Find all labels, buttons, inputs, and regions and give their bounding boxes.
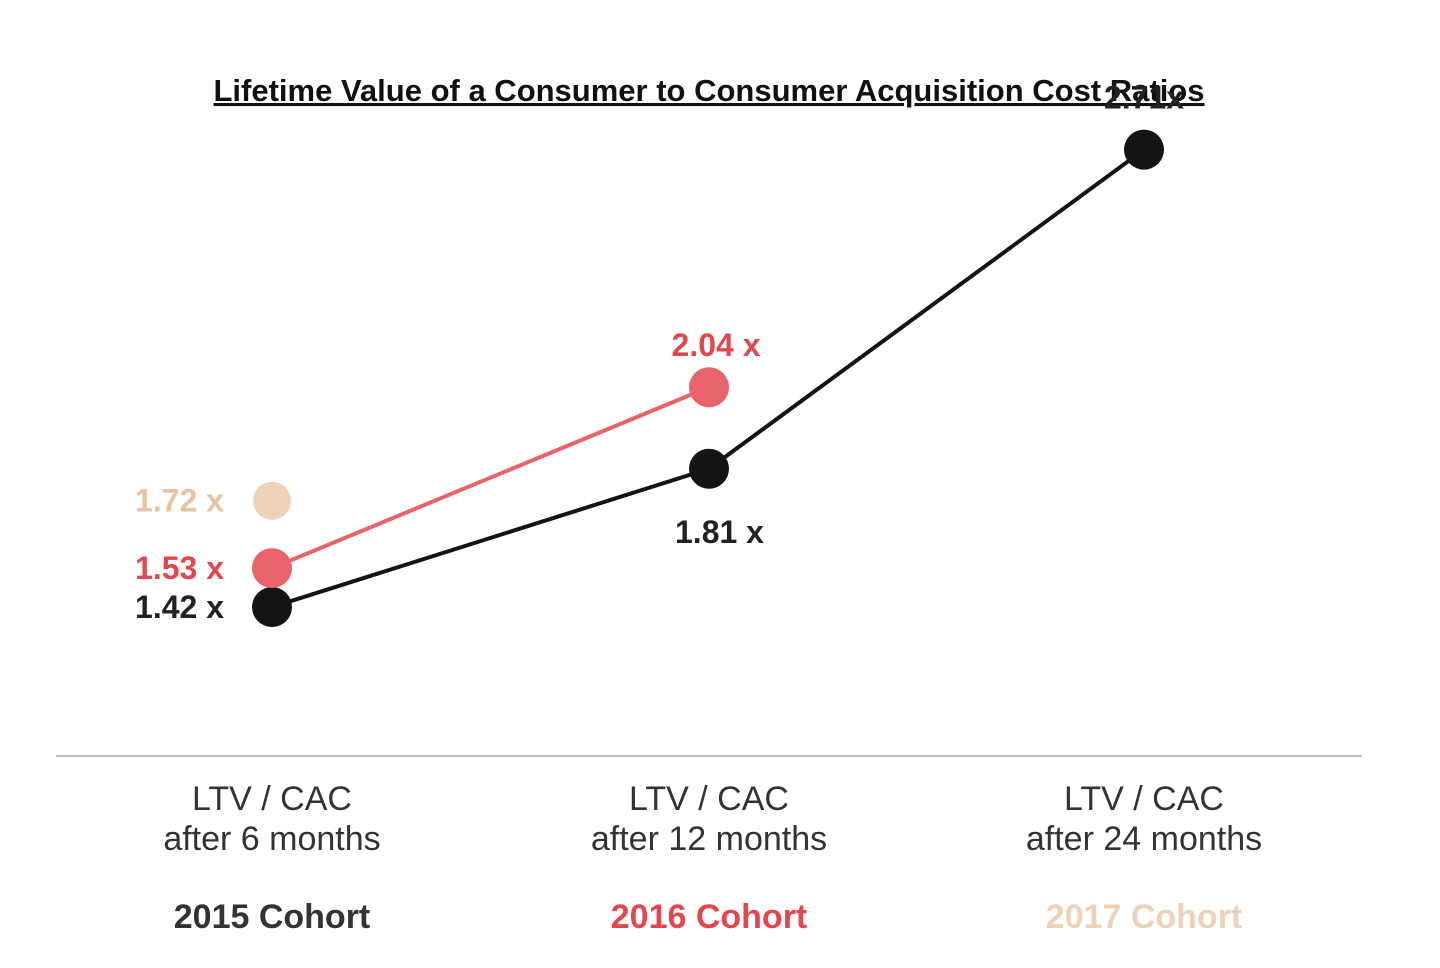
category-label-12-months-line2: after 12 months [591,820,827,858]
2017-cohort-point-1 [253,481,291,520]
category-label-12-months-line1: LTV / CAC [629,780,789,818]
2016-cohort-value-label-2: 2.04 x [672,327,761,363]
2016-cohort-value-label-1: 1.53 x [135,550,224,586]
2017-cohort-value-label-1: 1.72 x [135,483,224,519]
2015-cohort-point-1 [252,587,292,628]
2016-cohort-point-1 [252,548,292,589]
series-layer [252,129,1164,628]
chart-title: Lifetime Value of a Consumer to Consumer… [214,73,1205,108]
2015-cohort-point-3 [1124,129,1164,170]
legend-2016-cohort: 2016 Cohort [611,898,808,936]
2016-cohort-point-2 [689,367,729,408]
category-label-6-months-line1: LTV / CAC [192,780,352,818]
2015-cohort-value-label-1: 1.42 x [135,589,224,625]
legend-2015-cohort: 2015 Cohort [174,898,371,936]
legend-2017-cohort: 2017 Cohort [1046,898,1243,936]
category-label-24-months-line2: after 24 months [1026,820,1262,858]
2015-cohort-value-label-2: 1.81 x [675,514,764,550]
category-label-6-months-line2: after 6 months [163,820,380,858]
2015-cohort-value-label-3: 2.71x [1104,80,1184,116]
2016-cohort-line [271,385,710,570]
value-labels: 1.42 x 1.81 x 2.71x 1.53 x 2.04 x 1.72 x [135,80,1184,625]
2015-cohort-point-2 [689,448,729,489]
category-label-24-months-line1: LTV / CAC [1064,780,1224,818]
